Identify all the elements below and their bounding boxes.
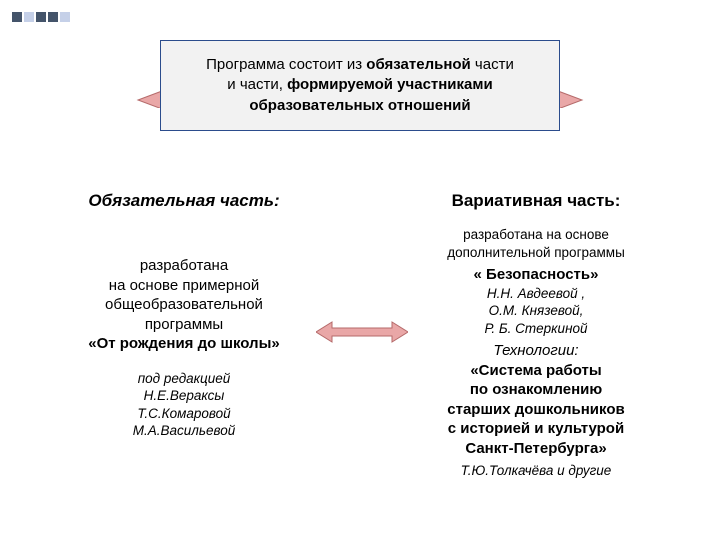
- txt: части: [471, 56, 514, 73]
- txt: О.М. Князевой,: [386, 302, 686, 320]
- txt: общеобразовательной: [34, 295, 334, 315]
- left-body: разработана на основе примерной общеобра…: [34, 256, 334, 354]
- txt: Р. Б. Стеркиной: [386, 320, 686, 338]
- txt-bold: формируемой участниками: [287, 76, 493, 93]
- txt: под редакцией: [34, 370, 334, 388]
- bullet-sq: [60, 12, 70, 22]
- bullet-sq: [24, 12, 34, 22]
- txt: с историей и культурой: [386, 419, 686, 439]
- right-prog: « Безопасность»: [386, 265, 686, 285]
- txt: Н.Е.Вераксы: [34, 387, 334, 405]
- columns: Обязательная часть: разработана на основ…: [0, 190, 720, 480]
- txt: на основе примерной: [34, 276, 334, 296]
- txt: Н.Н. Авдеевой ,: [386, 285, 686, 303]
- txt: разработана на основе: [386, 226, 686, 244]
- txt: старших дошкольников: [386, 400, 686, 420]
- top-line3: образовательных отношений: [179, 96, 541, 116]
- txt: Санкт-Петербурга»: [386, 439, 686, 459]
- txt: «Система работы: [386, 361, 686, 381]
- top-line2: и части, формируемой участниками: [179, 75, 541, 95]
- txt-bold: «От рождения до школы»: [34, 334, 334, 354]
- txt: и части,: [227, 76, 287, 93]
- left-title: Обязательная часть:: [34, 190, 334, 212]
- txt: программы: [34, 315, 334, 335]
- right-tech-author: Т.Ю.Толкачёва и другие: [386, 462, 686, 480]
- txt: по ознакомлению: [386, 380, 686, 400]
- txt: М.А.Васильевой: [34, 422, 334, 440]
- top-line1: Программа состоит из обязательной части: [179, 55, 541, 75]
- right-column: Вариативная часть: разработана на основе…: [386, 190, 686, 480]
- right-sub: разработана на основе дополнительной про…: [386, 226, 686, 261]
- txt: разработана: [34, 256, 334, 276]
- right-tech-label: Технологии:: [386, 341, 686, 361]
- txt: Программа состоит из: [206, 56, 366, 73]
- txt-bold: обязательной: [366, 56, 470, 73]
- bullet-sq: [48, 12, 58, 22]
- txt: Т.С.Комаровой: [34, 405, 334, 423]
- txt: дополнительной программы: [386, 244, 686, 262]
- left-editors: под редакцией Н.Е.Вераксы Т.С.Комаровой …: [34, 370, 334, 440]
- top-box: Программа состоит из обязательной части …: [160, 40, 560, 131]
- right-tech-body: «Система работы по ознакомлению старших …: [386, 361, 686, 459]
- right-title: Вариативная часть:: [386, 190, 686, 212]
- corner-bullets: [12, 12, 70, 22]
- right-authors: Н.Н. Авдеевой , О.М. Князевой, Р. Б. Сте…: [386, 285, 686, 338]
- bullet-sq: [12, 12, 22, 22]
- bullet-sq: [36, 12, 46, 22]
- left-column: Обязательная часть: разработана на основ…: [34, 190, 334, 480]
